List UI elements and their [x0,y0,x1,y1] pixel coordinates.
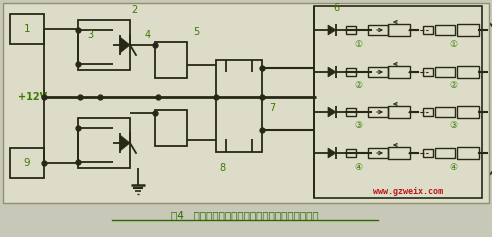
Bar [314,6,482,198]
Bar [457,66,479,78]
Polygon shape [328,148,336,158]
Text: 6: 6 [333,3,339,13]
Bar [457,147,479,159]
Text: ④: ④ [449,163,457,172]
Polygon shape [328,25,336,35]
Bar [155,110,187,146]
Bar [346,68,356,76]
Text: 3: 3 [87,30,93,40]
Bar [423,68,433,76]
Bar [78,118,130,168]
Text: ①: ① [449,40,457,49]
Bar [346,26,356,34]
Bar [388,147,410,159]
Bar [0,200,492,237]
Text: ④: ④ [354,163,362,172]
Text: 9: 9 [24,158,31,168]
Polygon shape [120,135,130,151]
Text: 7: 7 [269,103,275,113]
Bar [423,26,433,34]
Polygon shape [328,107,336,117]
Text: 8: 8 [219,163,225,173]
Bar [423,108,433,116]
Bar [78,20,130,70]
Bar [216,60,262,152]
Bar [388,24,410,36]
Bar [10,148,44,178]
Bar [10,14,44,44]
Text: 1: 1 [24,24,31,34]
Bar [457,106,479,118]
Text: ②: ② [354,82,362,91]
Text: 5: 5 [193,27,199,37]
Bar [388,106,410,118]
Bar [435,107,455,117]
Bar [435,25,455,35]
Text: +12V: +12V [18,92,47,102]
Bar [435,148,455,158]
Text: ③: ③ [449,122,457,131]
Text: www.gzweix.com: www.gzweix.com [373,187,443,196]
Bar [346,108,356,116]
Text: ③: ③ [354,122,362,131]
Bar [3,3,489,203]
Polygon shape [328,67,336,77]
Bar [423,149,433,157]
Bar [368,148,388,158]
Bar [368,25,388,35]
Bar [368,67,388,77]
Bar [457,24,479,36]
Bar [435,67,455,77]
Text: 2: 2 [131,5,137,15]
Text: 4: 4 [145,30,151,40]
Bar [388,66,410,78]
Bar [155,42,187,78]
Bar [368,107,388,117]
Bar [346,149,356,157]
Text: ②: ② [449,82,457,91]
Text: ①: ① [354,40,362,49]
Text: 图4   无分电器双缸同时点火的二极管分配式原理图: 图4 无分电器双缸同时点火的二极管分配式原理图 [171,210,319,220]
Polygon shape [120,37,130,53]
